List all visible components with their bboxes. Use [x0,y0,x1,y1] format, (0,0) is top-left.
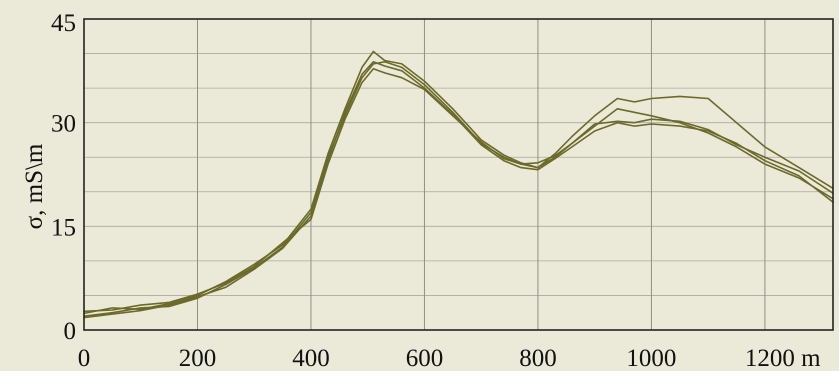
x-tick-label: 800 [519,345,557,371]
x-tick-label: 1200 m [745,345,821,371]
x-tick-label: 200 [179,345,217,371]
y-tick-label: 30 [51,111,76,138]
x-tick-label: 1000 [626,345,676,371]
plot-frame [83,18,834,331]
y-tick-label: 0 [64,318,77,345]
series-line-3 [83,60,834,319]
series-layer [83,50,834,319]
grid-layer [84,19,833,330]
x-tick-label: 400 [292,345,330,371]
x-tick-label: 0 [78,345,91,371]
y-tick-label: 15 [51,214,76,241]
series-line-2 [83,50,834,315]
series-line-4 [83,68,834,313]
series-line-1 [83,60,834,318]
x-tick-label: 600 [406,345,444,371]
y-tick-label: 45 [51,10,76,37]
tick-labels: 0 200 400 600 800 1000 1200 m 0 15 30 45 [51,10,821,371]
y-axis-label: σ, mS\m [21,143,48,229]
